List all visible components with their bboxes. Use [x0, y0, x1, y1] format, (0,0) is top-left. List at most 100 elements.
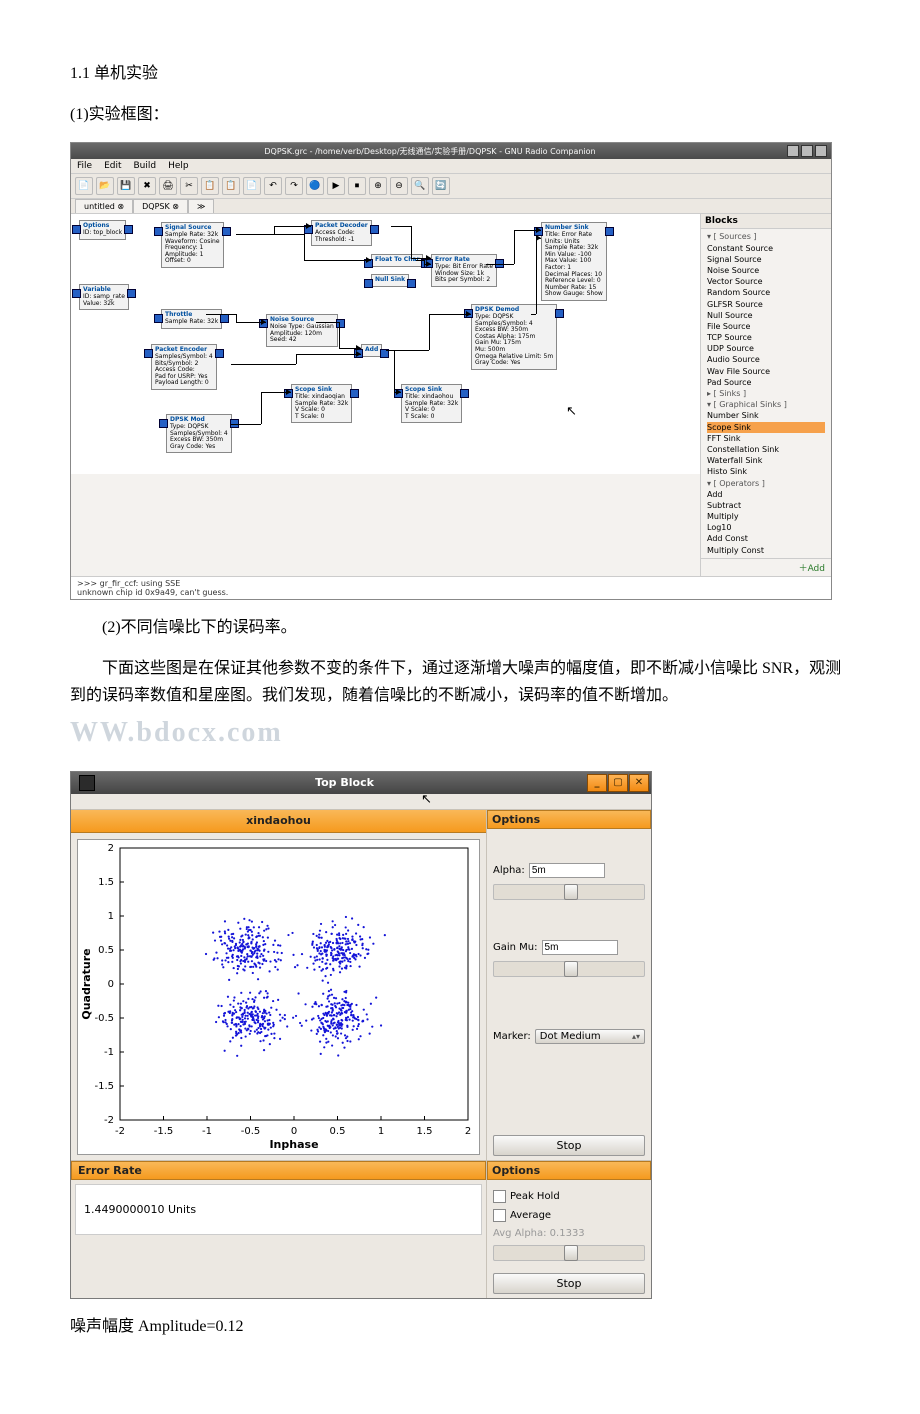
toolbar-btn-1[interactable]: 📂 [96, 177, 114, 195]
maximize-icon[interactable] [801, 145, 813, 157]
error-rate-title: Error Rate [71, 1161, 486, 1180]
block-variable[interactable]: VariableID: samp_rateValue: 32k [79, 284, 129, 310]
toolbar-btn-10[interactable]: ↷ [285, 177, 303, 195]
minimize-icon[interactable] [787, 145, 799, 157]
toolbar-btn-4[interactable]: 🖨 [159, 177, 177, 195]
menu-file[interactable]: File [77, 161, 92, 171]
block-item[interactable]: Subtract [707, 500, 825, 511]
gainmu-input[interactable] [542, 940, 618, 955]
toolbar-btn-3[interactable]: ✖ [138, 177, 156, 195]
grc-canvas[interactable]: ↖ OptionsID: top_blockVariableID: samp_r… [71, 214, 700, 474]
average-checkbox[interactable]: Average [493, 1209, 645, 1222]
heading-1: 1.1 单机实验 [70, 60, 850, 87]
block-item[interactable]: Constant Source [707, 243, 825, 254]
tab[interactable]: ≫ [188, 199, 214, 213]
toolbar-btn-16[interactable]: 🔍 [411, 177, 429, 195]
block-item[interactable]: Add [707, 489, 825, 500]
status-line: >>> gr_fir_ccf: using SSE [77, 579, 825, 588]
menu-edit[interactable]: Edit [104, 161, 121, 171]
close-icon[interactable] [815, 145, 827, 157]
block-null[interactable]: Null Sink [371, 274, 409, 287]
svg-text:-2: -2 [115, 1126, 125, 1137]
block-dpskm[interactable]: DPSK ModType: DQPSKSamples/Symbol: 4Exce… [166, 414, 232, 453]
block-item[interactable]: ▾ [ Sources ] [707, 231, 825, 242]
tab[interactable]: DQPSK ⊗ [133, 199, 188, 213]
svg-text:-1: -1 [104, 1047, 114, 1058]
block-item[interactable]: Signal Source [707, 254, 825, 265]
block-item[interactable]: TCP Source [707, 332, 825, 343]
block-item[interactable]: Log10 [707, 522, 825, 533]
paragraph-3: 下面这些图是在保证其他参数不变的条件下，通过逐渐增大噪声的幅度值，即不断减小信噪… [70, 655, 850, 757]
toolbar-btn-8[interactable]: 📄 [243, 177, 261, 195]
toolbar-btn-2[interactable]: 💾 [117, 177, 135, 195]
alpha-input[interactable] [529, 863, 605, 878]
toolbar-btn-14[interactable]: ⊕ [369, 177, 387, 195]
toolbar-btn-5[interactable]: ✂ [180, 177, 198, 195]
block-sig[interactable]: Signal SourceSample Rate: 32kWaveform: C… [161, 222, 224, 268]
menu-build[interactable]: Build [134, 161, 157, 171]
block-item[interactable]: Number Sink [707, 410, 825, 421]
stop-button[interactable]: Stop [493, 1135, 645, 1156]
marker-combo[interactable]: Dot Medium▴▾ [535, 1029, 645, 1044]
peak-hold-checkbox[interactable]: Peak Hold [493, 1190, 645, 1203]
toolbar-btn-15[interactable]: ⊖ [390, 177, 408, 195]
avgalpha-slider[interactable] [493, 1245, 645, 1261]
block-item[interactable]: Audio Source [707, 354, 825, 365]
block-item[interactable]: Histo Sink [707, 466, 825, 477]
scatter-title: xindaohou [71, 810, 486, 833]
block-item[interactable]: Multiply Const [707, 545, 825, 556]
block-item[interactable]: File Source [707, 321, 825, 332]
add-button[interactable]: ＋Add [701, 558, 831, 576]
toolbar-btn-9[interactable]: ↶ [264, 177, 282, 195]
toolbar-btn-7[interactable]: 📋 [222, 177, 240, 195]
block-add[interactable]: Add [361, 344, 382, 357]
alpha-slider[interactable] [493, 884, 645, 900]
toolbar-btn-12[interactable]: ▶ [327, 177, 345, 195]
toolbar-btn-13[interactable]: ⏹ [348, 177, 366, 195]
toolbar-btn-11[interactable]: 🔵 [306, 177, 324, 195]
block-item[interactable]: Wav File Source [707, 366, 825, 377]
tab[interactable]: untitled ⊗ [75, 199, 133, 213]
menu-help[interactable]: Help [168, 161, 189, 171]
block-er[interactable]: Error RateType: Bit Error RateWindow Siz… [431, 254, 497, 286]
toolbar-btn-17[interactable]: 🔄 [432, 177, 450, 195]
toolbar-btn-6[interactable]: 📋 [201, 177, 219, 195]
scatter-plot[interactable]: -2-1.5-1-0.500.511.52-2-1.5-1-0.500.511.… [77, 839, 480, 1155]
grc-titlebar[interactable]: DQPSK.grc - /home/verb/Desktop/无线通信/实验手册… [71, 143, 831, 159]
block-pdec[interactable]: Packet DecoderAccess Code:Threshold: -1 [311, 220, 372, 246]
close-icon[interactable]: ✕ [629, 774, 649, 792]
block-item[interactable]: ▾ [ Operators ] [707, 478, 825, 489]
block-item[interactable]: Random Source [707, 287, 825, 298]
block-item[interactable]: Multiply [707, 511, 825, 522]
block-num[interactable]: Number SinkTitle: Error RateUnits: Units… [541, 222, 607, 301]
block-options[interactable]: OptionsID: top_block [79, 220, 126, 239]
stop-button-2[interactable]: Stop [493, 1273, 645, 1294]
maximize-icon[interactable]: ▢ [608, 774, 628, 792]
block-noise[interactable]: Noise SourceNoise Type: GaussianAmplitud… [266, 314, 338, 346]
block-item[interactable]: Add Const [707, 533, 825, 544]
minimize-icon[interactable]: _ [587, 774, 607, 792]
tb-titlebar[interactable]: Top Block _ ▢ ✕ [71, 772, 651, 794]
block-item[interactable]: Vector Source [707, 276, 825, 287]
block-item[interactable]: UDP Source [707, 343, 825, 354]
block-ss2[interactable]: Scope SinkTitle: xindaohouSample Rate: 3… [401, 384, 462, 423]
block-item[interactable]: Noise Source [707, 265, 825, 276]
gainmu-slider[interactable] [493, 961, 645, 977]
block-item[interactable]: Pad Source [707, 377, 825, 388]
block-dpskd[interactable]: DPSK DemodType: DQPSKSamples/Symbol: 4Ex… [471, 304, 557, 369]
app-icon [79, 775, 95, 791]
block-ss1[interactable]: Scope SinkTitle: xindaoqianSample Rate: … [291, 384, 352, 423]
toolbar-btn-0[interactable]: 📄 [75, 177, 93, 195]
block-item[interactable]: ▸ [ Sinks ] [707, 388, 825, 399]
block-penc[interactable]: Packet EncoderSamples/Symbol: 4Bits/Symb… [151, 344, 217, 390]
block-item[interactable]: Null Source [707, 310, 825, 321]
block-item[interactable]: Constellation Sink [707, 444, 825, 455]
block-item[interactable]: Waterfall Sink [707, 455, 825, 466]
block-item[interactable]: ▾ [ Graphical Sinks ] [707, 399, 825, 410]
block-thr[interactable]: ThrottleSample Rate: 32k [161, 309, 222, 328]
blocks-list[interactable]: ▾ [ Sources ]Constant SourceSignal Sourc… [701, 229, 831, 557]
grc-status: >>> gr_fir_ccf: using SSEunknown chip id… [71, 576, 831, 599]
block-item[interactable]: Scope Sink [707, 422, 825, 433]
block-item[interactable]: FFT Sink [707, 433, 825, 444]
block-item[interactable]: GLFSR Source [707, 299, 825, 310]
